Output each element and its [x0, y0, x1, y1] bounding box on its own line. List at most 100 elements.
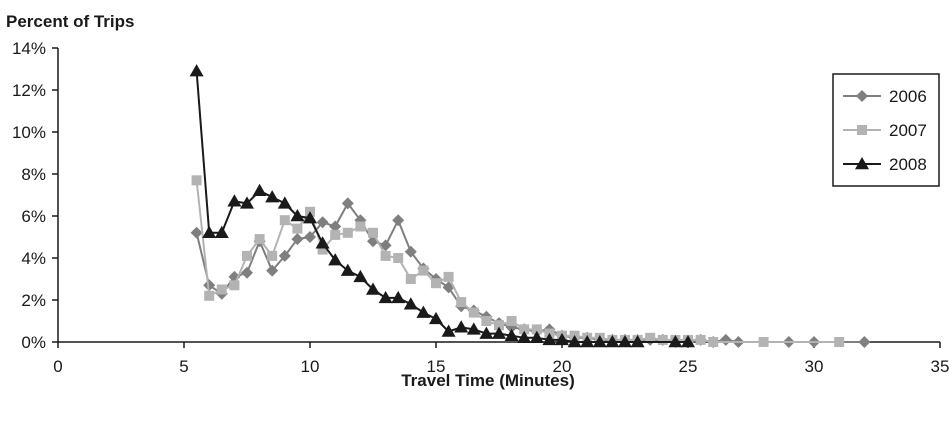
data-point-2006 [266, 264, 279, 277]
data-point-2007 [216, 284, 227, 295]
x-tick-label: 10 [301, 357, 320, 376]
series-line-2008 [195, 71, 688, 343]
data-point-2008 [366, 282, 380, 295]
y-tick-label: 6% [21, 207, 46, 226]
data-point-2008 [227, 194, 242, 207]
x-tick-label: 15 [427, 357, 446, 376]
data-point-2007 [456, 297, 467, 308]
data-point-2007 [834, 337, 845, 347]
data-point-2007 [204, 290, 215, 301]
data-point-2007 [380, 250, 391, 261]
data-point-2007 [657, 334, 668, 345]
y-tick-label: 10% [12, 123, 46, 142]
y-tick-label: 2% [21, 291, 46, 310]
x-tick-label: 35 [931, 357, 949, 376]
data-point-2007 [330, 229, 341, 240]
data-point-2008 [542, 332, 557, 346]
data-point-2007 [191, 175, 202, 186]
data-point-2008 [567, 335, 582, 348]
y-tick-label: 4% [21, 249, 46, 268]
series-2007 [191, 175, 845, 347]
data-point-2008 [429, 311, 443, 325]
data-point-2008 [353, 269, 368, 283]
data-point-2007 [317, 244, 328, 255]
data-point-2008 [504, 328, 519, 341]
legend-label-2006: 2006 [889, 87, 927, 106]
data-point-2008 [630, 335, 645, 348]
data-point-2007 [531, 324, 542, 335]
data-point-2008 [529, 330, 544, 344]
data-point-2007 [279, 215, 290, 226]
data-point-2008 [466, 322, 481, 335]
legend-marker-2008 [855, 157, 869, 170]
y-tick-label: 8% [21, 165, 46, 184]
x-tick-label: 0 [53, 357, 62, 376]
data-point-2006 [329, 220, 342, 233]
data-point-2007 [418, 265, 429, 276]
data-point-2006 [316, 216, 329, 229]
data-point-2006 [241, 266, 253, 279]
data-point-2008 [681, 335, 695, 348]
data-point-2007 [468, 307, 479, 318]
data-point-2008 [315, 236, 330, 249]
data-point-2006 [291, 233, 304, 246]
legend-marker-2007 [857, 125, 867, 135]
y-axis-title: Percent of Trips [6, 12, 134, 31]
data-point-2007 [342, 227, 353, 238]
data-point-2007 [292, 223, 303, 234]
data-point-2006 [341, 197, 354, 210]
data-point-2007 [355, 221, 366, 232]
data-point-2007 [242, 250, 252, 261]
data-point-2007 [443, 271, 454, 282]
data-point-2006 [203, 279, 216, 292]
data-point-2008 [265, 190, 280, 203]
data-point-2008 [403, 297, 418, 310]
data-point-2008 [668, 335, 683, 348]
y-tick-label: 14% [12, 39, 46, 58]
y-tick-label: 12% [12, 81, 46, 100]
data-point-2008 [441, 324, 456, 337]
data-point-2006 [278, 249, 291, 262]
data-point-2007 [758, 337, 769, 347]
series-line-2007 [195, 180, 840, 343]
legend-label-2007: 2007 [889, 121, 927, 140]
legend-marker-2006 [856, 90, 868, 102]
data-point-2008 [479, 326, 494, 339]
x-tick-label: 25 [679, 357, 698, 376]
data-point-2006 [719, 333, 732, 346]
data-point-2007 [519, 324, 530, 335]
data-point-2008 [202, 225, 217, 239]
data-point-2008 [391, 290, 406, 304]
data-point-2006 [304, 231, 316, 243]
data-point-2007 [254, 234, 265, 245]
data-point-2008 [492, 326, 506, 339]
data-point-2008 [416, 305, 431, 318]
data-point-2007 [695, 334, 706, 345]
data-point-2007 [708, 337, 719, 347]
y-tick-label: 0% [21, 333, 46, 352]
data-point-2008 [214, 225, 229, 239]
data-point-2008 [189, 64, 204, 77]
data-point-2006 [190, 226, 203, 239]
data-point-2008 [605, 335, 620, 348]
data-point-2007 [368, 227, 378, 238]
data-point-2007 [645, 332, 656, 343]
series-layer [189, 64, 871, 348]
data-point-2008 [580, 335, 595, 348]
data-point-2008 [340, 263, 355, 276]
legend: 2006 2007 2008 [832, 73, 940, 187]
data-point-2008 [240, 196, 254, 209]
axes: 0% 2% 4% 6% 8% 10% 12% 14% 0 5 10 15 20 25 30 35 [12, 39, 949, 376]
data-point-2008 [290, 209, 305, 222]
data-point-2008 [328, 253, 343, 266]
data-point-2007 [506, 316, 517, 326]
data-point-2008 [592, 335, 607, 348]
x-tick-label: 5 [179, 357, 188, 376]
data-point-2007 [481, 316, 492, 326]
data-point-2008 [618, 335, 632, 348]
data-point-2006 [858, 336, 871, 348]
data-point-2007 [405, 274, 416, 284]
series-2008 [189, 64, 695, 348]
data-point-2008 [252, 183, 267, 197]
